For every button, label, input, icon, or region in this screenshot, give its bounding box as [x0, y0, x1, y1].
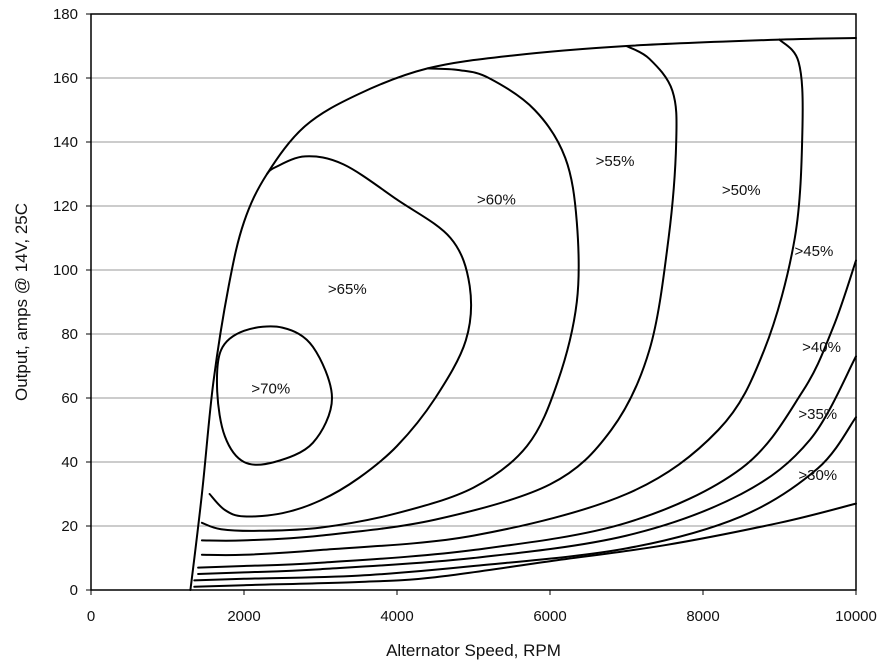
y-axis-title: Output, amps @ 14V, 25C — [12, 203, 31, 401]
x-tick-label: 6000 — [533, 608, 566, 625]
x-tick-label: 4000 — [380, 608, 413, 625]
contour-65-percent — [208, 155, 473, 518]
y-tick-label: 140 — [53, 134, 78, 151]
contour-60-percent — [200, 67, 580, 532]
y-tick-label: 160 — [53, 70, 78, 87]
max-output-curve — [189, 37, 857, 591]
x-tick-label: 2000 — [227, 608, 260, 625]
contour-35-percent — [193, 416, 857, 582]
region-label-45: >45% — [795, 243, 834, 260]
contour-70-percent — [215, 325, 333, 466]
y-tick-label: 180 — [53, 6, 78, 23]
region-label-40: >40% — [802, 339, 841, 356]
contour-40-percent — [197, 355, 857, 575]
contour-30-percent — [193, 502, 857, 588]
contour-lines — [189, 37, 857, 591]
region-labels: >70% >65% >60% >55% >50% >45% >40% >35% >30% — [251, 153, 841, 484]
y-tick-label: 80 — [61, 326, 78, 343]
y-tick-label: 20 — [61, 518, 78, 535]
contour-50-percent — [200, 38, 804, 557]
region-label-60: >60% — [477, 192, 516, 209]
y-tick-label: 120 — [53, 198, 78, 215]
x-tick-label: 8000 — [686, 608, 719, 625]
axis-ticks: 0 2000 4000 6000 8000 10000 0 20 40 60 80 100 120 140… — [53, 6, 877, 625]
contour-55-percent — [200, 45, 678, 542]
y-tick-label: 60 — [61, 390, 78, 407]
region-label-70: >70% — [251, 380, 290, 397]
x-tick-label: 0 — [87, 608, 95, 625]
contour-45-percent — [197, 259, 857, 569]
region-label-30: >30% — [798, 467, 837, 484]
y-tick-label: 100 — [53, 262, 78, 279]
region-label-50: >50% — [722, 182, 761, 199]
region-label-55: >55% — [596, 153, 635, 170]
plot-area-frame — [90, 13, 857, 591]
x-axis-title: Alternator Speed, RPM — [386, 641, 561, 660]
x-tick-label: 10000 — [835, 608, 877, 625]
y-tick-label: 0 — [70, 582, 78, 599]
y-tick-label: 40 — [61, 454, 78, 471]
region-label-35: >35% — [798, 406, 837, 423]
region-label-65: >65% — [328, 281, 367, 298]
